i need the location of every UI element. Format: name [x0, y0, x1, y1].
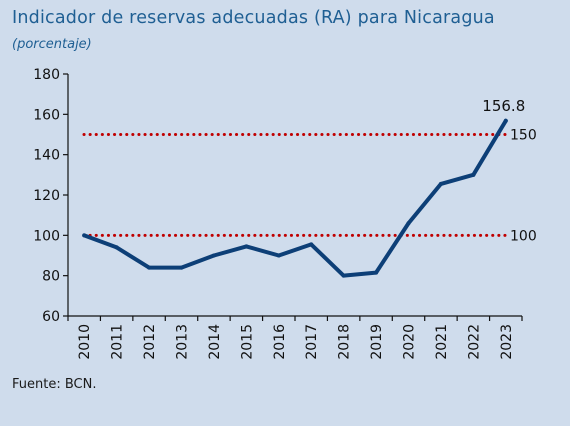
y-tick-label: 160 — [33, 107, 60, 123]
series-layer — [82, 118, 508, 278]
chart-title: Indicador de reservas adecuadas (RA) par… — [12, 8, 495, 28]
x-tick-label: 2016 — [272, 324, 288, 360]
y-tick-label: 120 — [33, 188, 60, 204]
x-tick-label: 2021 — [434, 324, 450, 360]
series-line — [82, 118, 508, 278]
x-tick-label: 2019 — [369, 324, 385, 360]
x-tick-label: 2014 — [207, 324, 223, 360]
y-axis-ticks: 60 80 100 120 140 160 180 — [33, 67, 68, 325]
reference-line-label: 100 — [510, 228, 537, 244]
data-point — [114, 245, 119, 250]
x-tick-label: 2018 — [337, 324, 353, 360]
data-point — [341, 273, 346, 278]
reference-line-label: 150 — [510, 128, 537, 144]
data-point — [374, 270, 379, 275]
data-point — [309, 242, 314, 247]
data-labels: 156.8 — [482, 97, 525, 115]
x-tick-label: 2011 — [110, 324, 126, 360]
data-point — [471, 172, 476, 177]
y-tick-label: 80 — [42, 269, 60, 285]
chart-subtitle: (porcentaje) — [12, 37, 92, 52]
data-point — [438, 181, 443, 186]
source-note: Fuente: BCN. — [12, 377, 97, 392]
x-axis-ticks: 2010 2011 2012 2013 2014 2015 2016 2017 2018 2019… — [67, 316, 523, 360]
data-point — [503, 118, 508, 123]
reference-lines: 150 100 — [82, 128, 537, 244]
data-label: 156.8 — [482, 97, 525, 115]
x-tick-label: 2012 — [142, 324, 158, 360]
x-tick-label: 2023 — [499, 324, 515, 360]
x-tick-label: 2013 — [175, 324, 191, 360]
y-tick-label: 140 — [33, 148, 60, 164]
x-tick-label: 2017 — [304, 324, 320, 360]
data-point — [179, 265, 184, 270]
y-tick-label: 180 — [33, 67, 60, 83]
data-point — [406, 221, 411, 226]
y-tick-label: 60 — [42, 309, 60, 325]
x-tick-label: 2010 — [77, 324, 93, 360]
y-tick-label: 100 — [33, 228, 60, 244]
data-point — [211, 253, 216, 258]
data-point — [147, 265, 152, 270]
data-point — [82, 233, 87, 238]
x-tick-label: 2020 — [402, 324, 418, 360]
x-tick-label: 2022 — [466, 324, 482, 360]
data-point — [276, 253, 281, 258]
data-point — [244, 244, 249, 249]
x-tick-label: 2015 — [239, 324, 255, 360]
